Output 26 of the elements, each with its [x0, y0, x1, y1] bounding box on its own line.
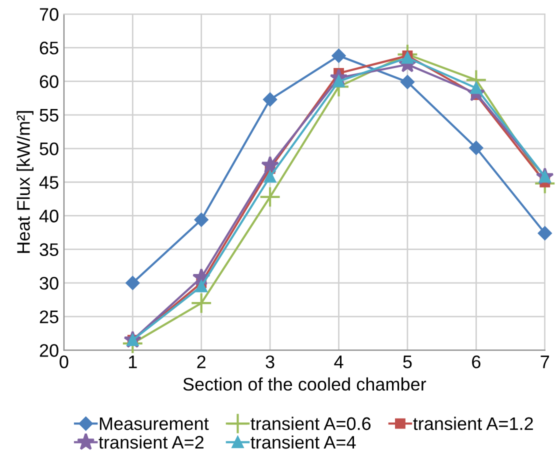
- y-tick-label: 25: [40, 310, 58, 324]
- legend-label: transient A=2: [98, 435, 204, 449]
- legend-label: transient A=1.2: [413, 416, 533, 430]
- y-tick-label: 70: [40, 8, 58, 21]
- x-tick-label: 7: [540, 356, 549, 368]
- y-tick-label: 35: [40, 243, 58, 256]
- x-tick-label: 4: [334, 356, 344, 368]
- legend-label: Measurement: [100, 417, 209, 430]
- x-axis-title: Section of the cooled chamber: [183, 377, 426, 391]
- y-tick-label: 60: [40, 75, 58, 88]
- x-tick-label: 1: [129, 356, 137, 368]
- x-tick-label: 6: [472, 355, 480, 368]
- y-tick-label: 30: [40, 276, 58, 290]
- x-tick-label: 2: [197, 355, 206, 368]
- y-tick-label: 55: [40, 109, 58, 122]
- legend-label: transient A=4: [250, 435, 356, 449]
- legend-label: transient A=0.6: [250, 416, 371, 430]
- x-tick-label: 5: [403, 356, 412, 368]
- y-axis-title: Heat Flux [kW/m²]: [16, 111, 34, 253]
- x-tick-label: 3: [266, 355, 274, 368]
- y-tick-label: 45: [39, 176, 58, 189]
- y-tick-label: 50: [40, 142, 58, 156]
- x-tick-label: 0: [60, 355, 68, 368]
- y-tick-label: 40: [39, 210, 58, 222]
- y-tick-label: 65: [40, 42, 58, 54]
- y-tick-label: 20: [40, 344, 58, 357]
